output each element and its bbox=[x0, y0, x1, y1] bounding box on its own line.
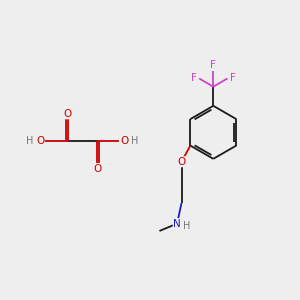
Text: N: N bbox=[173, 219, 181, 229]
Text: F: F bbox=[191, 74, 197, 83]
Text: F: F bbox=[230, 74, 236, 83]
Text: F: F bbox=[210, 61, 216, 70]
Text: O: O bbox=[36, 136, 44, 146]
Text: H: H bbox=[131, 136, 138, 146]
Text: O: O bbox=[177, 157, 186, 167]
Text: O: O bbox=[93, 164, 101, 173]
Text: O: O bbox=[63, 109, 72, 119]
Text: H: H bbox=[26, 136, 34, 146]
Text: O: O bbox=[120, 136, 128, 146]
Text: H: H bbox=[183, 221, 190, 231]
